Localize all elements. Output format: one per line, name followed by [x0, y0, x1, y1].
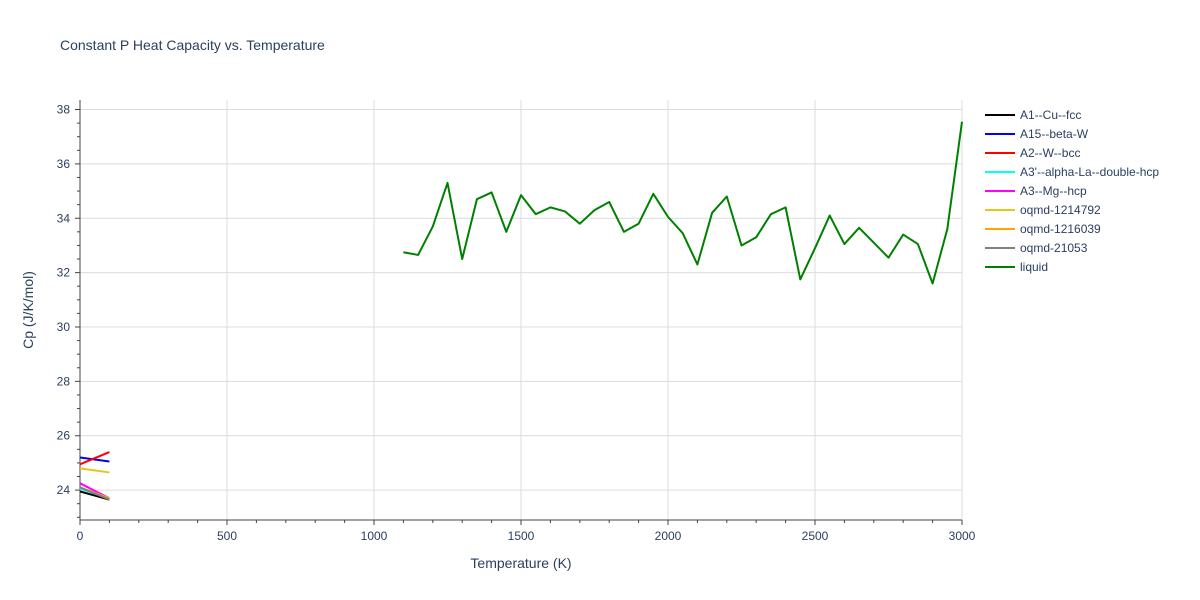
- x-tick-label: 2000: [655, 529, 682, 543]
- y-tick-label: 38: [57, 103, 71, 117]
- x-tick-label: 0: [77, 529, 84, 543]
- legend-label: A3--Mg--hcp: [1020, 184, 1087, 198]
- x-tick-label: 2500: [802, 529, 829, 543]
- x-axis-title: Temperature (K): [470, 555, 571, 571]
- series-line-oqmd-21053: [79, 486, 110, 501]
- y-tick-label: 36: [57, 157, 71, 171]
- x-tick-label: 1500: [508, 529, 535, 543]
- legend-label: liquid: [1020, 260, 1048, 274]
- x-tick-label: 500: [217, 529, 237, 543]
- legend-label: A1--Cu--fcc: [1020, 108, 1081, 122]
- legend-item-a1-cu-fcc[interactable]: A1--Cu--fcc: [985, 108, 1081, 122]
- legend-item-a3-alpha-la-double-hcp[interactable]: A3'--alpha-La--double-hcp: [985, 165, 1159, 179]
- y-tick-label: 24: [57, 483, 71, 497]
- y-tick-label: 28: [57, 374, 71, 388]
- chart-title: Constant P Heat Capacity vs. Temperature: [60, 37, 325, 53]
- y-axis-title: Cp (J/K/mol): [20, 271, 36, 349]
- legend-label: A3'--alpha-La--double-hcp: [1020, 165, 1159, 179]
- legend-item-oqmd-1216039[interactable]: oqmd-1216039: [985, 222, 1101, 236]
- x-tick-label: 1000: [361, 529, 388, 543]
- y-tick-label: 34: [57, 211, 71, 225]
- x-tick-label: 3000: [949, 529, 976, 543]
- legend-item-oqmd-1214792[interactable]: oqmd-1214792: [985, 203, 1101, 217]
- grid: [79, 100, 963, 520]
- legend[interactable]: A1--Cu--fcc A15--beta-W A2--W--bcc A3'--alp…: [985, 108, 1159, 274]
- legend-label: A2--W--bcc: [1020, 146, 1080, 160]
- legend-item-a3-mg-hcp[interactable]: A3--Mg--hcp: [985, 184, 1087, 198]
- y-tick-label: 30: [57, 320, 71, 334]
- legend-label: oqmd-1216039: [1020, 222, 1101, 236]
- legend-label: oqmd-1214792: [1020, 203, 1101, 217]
- series-line-a15-beta-w: [79, 456, 110, 463]
- plot-area: [79, 121, 963, 501]
- y-tick-label: 32: [57, 266, 71, 280]
- axes: 0 500 1000 1500 2000 2500 3000 24 26 28 30 32 34 36 38: [57, 100, 976, 543]
- legend-item-oqmd-21053[interactable]: oqmd-21053: [985, 241, 1088, 255]
- legend-item-a15-beta-w[interactable]: A15--beta-W: [985, 127, 1089, 141]
- legend-label: A15--beta-W: [1020, 127, 1089, 141]
- series-line-liquid: [403, 121, 963, 285]
- legend-label: oqmd-21053: [1020, 241, 1088, 255]
- legend-item-a2-w-bcc[interactable]: A2--W--bcc: [985, 146, 1080, 160]
- legend-item-liquid[interactable]: liquid: [985, 260, 1048, 274]
- series-line-a2-w-bcc: [79, 451, 110, 466]
- series-line-oqmd-1214792: [79, 467, 110, 474]
- y-tick-label: 26: [57, 429, 71, 443]
